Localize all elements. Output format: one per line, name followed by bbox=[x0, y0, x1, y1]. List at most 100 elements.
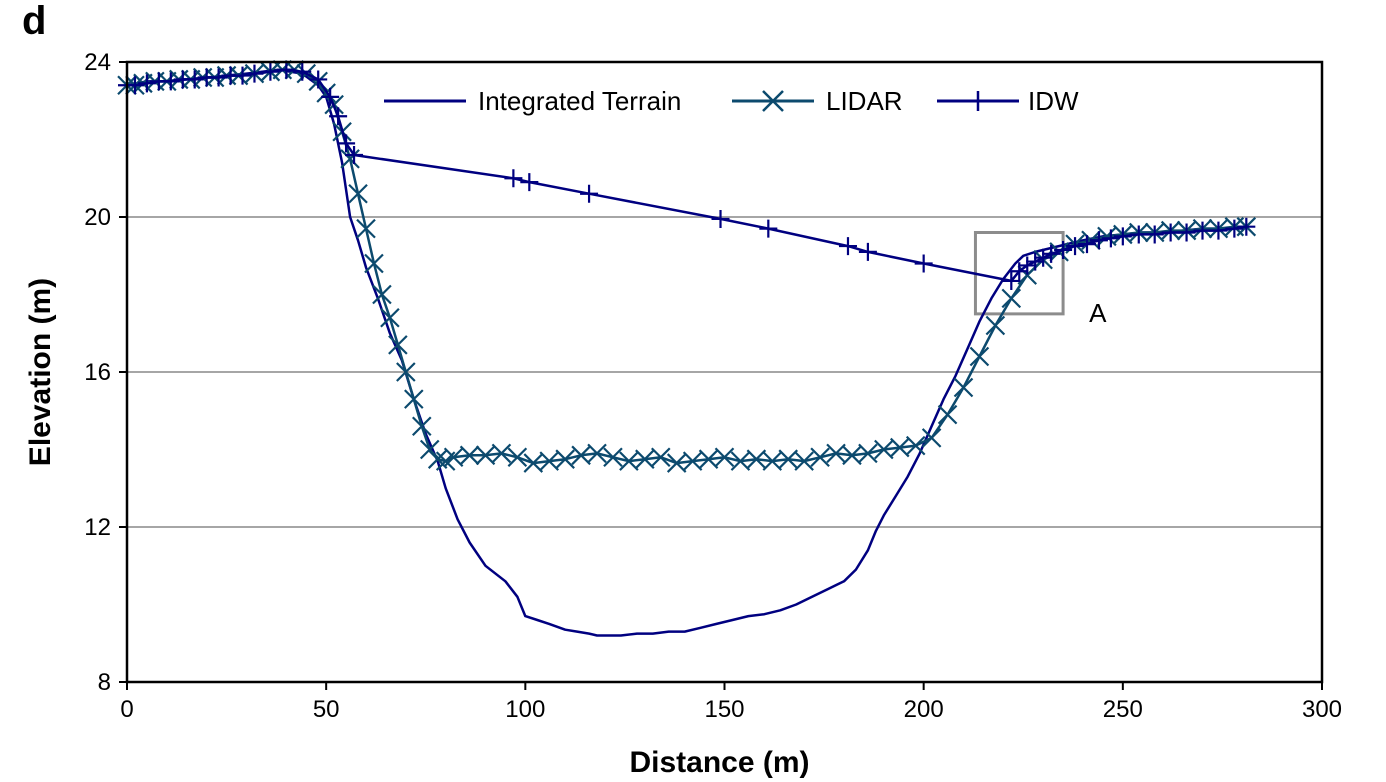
data-point bbox=[635, 449, 655, 469]
data-point bbox=[372, 284, 392, 305]
data-point bbox=[730, 451, 751, 471]
data-point bbox=[443, 447, 464, 468]
series-integrated-terrain bbox=[126, 68, 1243, 637]
data-point bbox=[459, 445, 480, 466]
data-point bbox=[427, 449, 448, 469]
x-tick-label: 200 bbox=[904, 696, 944, 723]
data-point bbox=[337, 134, 356, 153]
x-tick-label: 50 bbox=[313, 696, 340, 723]
data-point bbox=[937, 404, 958, 425]
legend-entry: Integrated Terrain bbox=[384, 86, 681, 116]
data-point bbox=[714, 447, 735, 468]
data-point bbox=[711, 209, 730, 228]
data-point bbox=[587, 443, 607, 464]
data-point bbox=[682, 451, 703, 471]
legend-entry: IDW bbox=[937, 86, 1079, 116]
data-point bbox=[555, 449, 575, 469]
data-point bbox=[185, 70, 204, 89]
data-point bbox=[619, 451, 639, 471]
data-point bbox=[411, 416, 432, 437]
data-point bbox=[826, 443, 846, 464]
series-line bbox=[126, 68, 1243, 637]
data-point bbox=[921, 428, 942, 448]
data-point bbox=[1237, 217, 1256, 236]
data-point bbox=[914, 254, 933, 273]
data-point bbox=[571, 445, 591, 466]
data-point bbox=[356, 218, 376, 239]
legend-label: Integrated Terrain bbox=[478, 86, 681, 116]
data-point bbox=[810, 447, 830, 468]
data-point bbox=[504, 169, 523, 188]
data-point bbox=[1066, 237, 1085, 256]
data-point bbox=[985, 315, 1006, 336]
y-tick-label: 8 bbox=[98, 669, 111, 696]
data-point bbox=[1225, 219, 1244, 238]
series-idw bbox=[118, 60, 1256, 290]
data-point bbox=[1026, 252, 1045, 271]
data-point bbox=[364, 253, 384, 274]
data-point bbox=[520, 173, 539, 192]
data-point bbox=[1054, 240, 1073, 259]
data-point bbox=[233, 66, 252, 85]
data-point bbox=[293, 62, 312, 81]
series-layer bbox=[117, 59, 1257, 637]
data-point bbox=[125, 76, 144, 95]
data-point bbox=[209, 68, 228, 87]
data-point bbox=[329, 107, 348, 126]
data-point bbox=[321, 87, 340, 106]
data-point bbox=[1089, 231, 1108, 250]
data-point bbox=[507, 447, 528, 468]
data-point bbox=[340, 149, 360, 169]
data-point bbox=[603, 447, 623, 468]
data-point bbox=[277, 60, 296, 79]
data-point bbox=[539, 451, 560, 471]
data-point bbox=[419, 439, 440, 460]
data-point bbox=[698, 449, 719, 469]
data-point bbox=[404, 389, 424, 409]
data-point bbox=[1113, 227, 1132, 246]
data-point bbox=[778, 449, 799, 469]
data-point bbox=[794, 451, 814, 471]
legend-label: IDW bbox=[1028, 86, 1079, 116]
data-point bbox=[523, 453, 544, 473]
data-point bbox=[380, 307, 400, 328]
data-point bbox=[396, 362, 416, 382]
x-tick-label: 0 bbox=[120, 696, 133, 723]
y-tick-label: 20 bbox=[84, 204, 111, 231]
data-point bbox=[309, 70, 328, 89]
data-point bbox=[874, 439, 894, 460]
y-tick-label: 12 bbox=[84, 514, 111, 541]
data-point bbox=[345, 146, 364, 164]
data-point bbox=[1002, 271, 1021, 290]
x-tick-label: 300 bbox=[1302, 696, 1342, 723]
data-point bbox=[1018, 256, 1037, 275]
data-point bbox=[475, 445, 496, 466]
data-point bbox=[838, 237, 857, 256]
data-point bbox=[137, 74, 156, 93]
data-point bbox=[1101, 229, 1120, 248]
data-point bbox=[245, 64, 264, 83]
data-point bbox=[858, 443, 878, 464]
data-point bbox=[1161, 223, 1180, 242]
x-tick-label: 150 bbox=[704, 696, 744, 723]
y-tick-label: 16 bbox=[84, 359, 111, 386]
data-point bbox=[953, 377, 974, 398]
data-point bbox=[261, 62, 280, 81]
y-axis-title: Elevation (m) bbox=[24, 278, 57, 466]
x-tick-label: 100 bbox=[505, 696, 545, 723]
data-point bbox=[1001, 288, 1022, 309]
data-point bbox=[580, 184, 599, 203]
data-point bbox=[1145, 225, 1164, 244]
data-point bbox=[1034, 248, 1053, 267]
data-point bbox=[1077, 235, 1096, 254]
gridlines bbox=[127, 216, 1322, 528]
y-tick-label: 24 bbox=[84, 49, 111, 76]
legend-entry: LIDAR bbox=[732, 86, 903, 116]
data-point bbox=[348, 183, 368, 204]
annotation-label: A bbox=[1089, 298, 1107, 328]
data-point bbox=[1042, 244, 1061, 263]
data-point bbox=[1193, 221, 1212, 240]
legend-marker bbox=[762, 90, 784, 112]
